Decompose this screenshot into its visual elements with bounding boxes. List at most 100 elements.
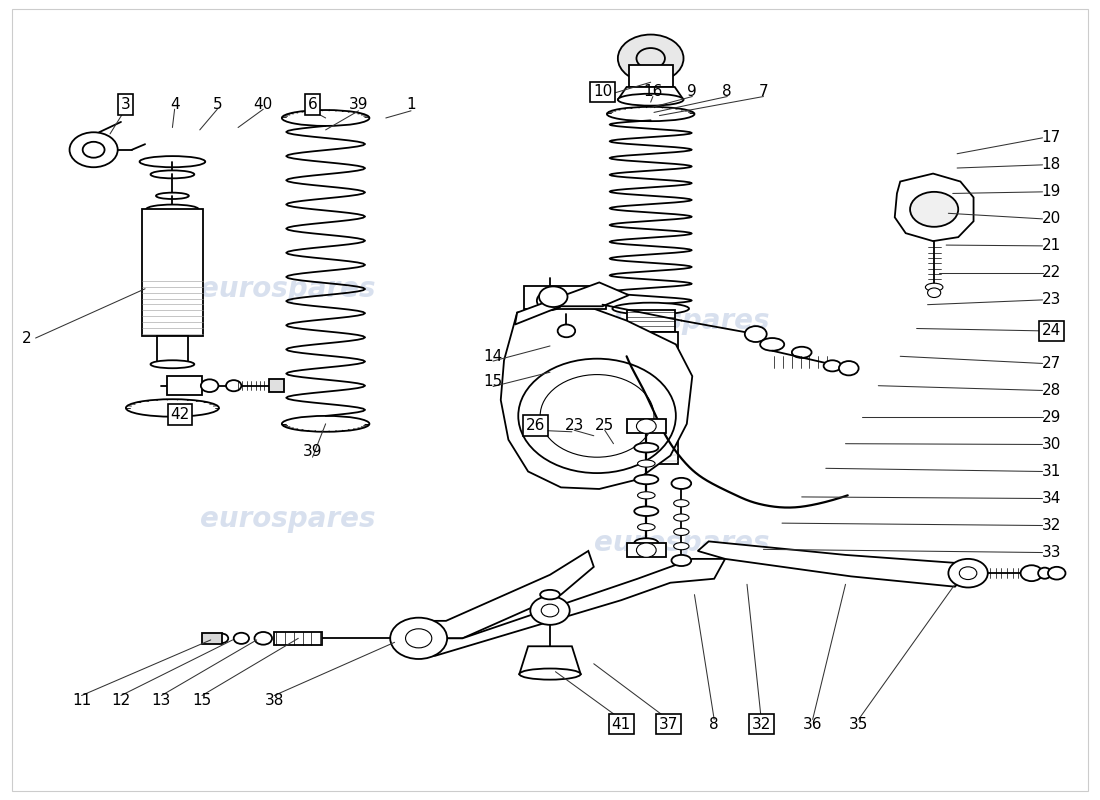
Ellipse shape <box>673 500 689 507</box>
Ellipse shape <box>282 416 370 432</box>
Ellipse shape <box>146 205 199 214</box>
Text: 41: 41 <box>612 717 630 732</box>
Bar <box>627 543 666 558</box>
Ellipse shape <box>216 634 228 643</box>
Text: 14: 14 <box>484 349 503 364</box>
Text: 32: 32 <box>1042 518 1060 533</box>
Circle shape <box>927 288 940 298</box>
Circle shape <box>537 291 563 310</box>
Text: 40: 40 <box>254 97 273 112</box>
Ellipse shape <box>824 360 842 371</box>
Text: 34: 34 <box>1042 491 1060 506</box>
Ellipse shape <box>540 590 560 599</box>
Circle shape <box>948 559 988 587</box>
Text: 11: 11 <box>72 693 91 708</box>
Text: 1: 1 <box>406 97 416 112</box>
Ellipse shape <box>151 360 195 368</box>
Polygon shape <box>419 551 594 638</box>
Text: 16: 16 <box>644 84 662 99</box>
Text: 13: 13 <box>152 693 172 708</box>
Text: 19: 19 <box>1042 184 1060 199</box>
Text: 12: 12 <box>111 693 131 708</box>
Text: 27: 27 <box>1042 356 1060 371</box>
Text: 42: 42 <box>170 406 189 422</box>
Text: 10: 10 <box>593 84 613 99</box>
Text: 39: 39 <box>302 444 322 459</box>
Text: 37: 37 <box>659 717 678 732</box>
Bar <box>627 419 666 434</box>
Polygon shape <box>519 646 581 674</box>
Text: 35: 35 <box>849 717 868 732</box>
Text: 39: 39 <box>349 97 368 112</box>
Ellipse shape <box>613 302 689 314</box>
Text: 30: 30 <box>1042 437 1060 452</box>
Text: 31: 31 <box>1042 464 1060 479</box>
Bar <box>274 632 322 645</box>
Circle shape <box>1021 566 1043 581</box>
Text: 23: 23 <box>564 418 584 433</box>
Ellipse shape <box>638 492 656 499</box>
Circle shape <box>539 286 568 307</box>
Text: 20: 20 <box>1042 211 1060 226</box>
Text: 7: 7 <box>759 84 768 99</box>
Circle shape <box>839 361 859 375</box>
Text: 28: 28 <box>1042 383 1060 398</box>
Ellipse shape <box>233 633 249 644</box>
Circle shape <box>618 34 683 82</box>
Ellipse shape <box>635 506 658 516</box>
Text: 38: 38 <box>264 693 284 708</box>
Ellipse shape <box>254 632 272 645</box>
Bar <box>142 210 204 337</box>
Bar <box>268 379 284 392</box>
Text: 5: 5 <box>212 97 222 112</box>
Ellipse shape <box>673 514 689 521</box>
Ellipse shape <box>638 523 656 530</box>
Ellipse shape <box>282 110 370 126</box>
Ellipse shape <box>673 528 689 535</box>
Text: 2: 2 <box>22 330 32 346</box>
Text: 36: 36 <box>803 717 823 732</box>
Text: 26: 26 <box>526 418 546 433</box>
Text: eurospares: eurospares <box>594 306 769 334</box>
Ellipse shape <box>792 346 812 358</box>
Circle shape <box>518 358 675 473</box>
Ellipse shape <box>671 478 691 489</box>
Text: 21: 21 <box>1042 238 1060 254</box>
Text: eurospares: eurospares <box>199 505 375 533</box>
Ellipse shape <box>635 538 658 548</box>
Text: 15: 15 <box>192 693 211 708</box>
Text: 17: 17 <box>1042 130 1060 146</box>
Ellipse shape <box>673 542 689 550</box>
Text: 3: 3 <box>121 97 130 112</box>
Bar <box>624 333 678 463</box>
Ellipse shape <box>201 379 219 392</box>
Polygon shape <box>500 305 692 489</box>
Text: 4: 4 <box>169 97 179 112</box>
Text: 18: 18 <box>1042 158 1060 172</box>
Text: eurospares: eurospares <box>594 529 769 557</box>
Polygon shape <box>697 542 966 586</box>
Ellipse shape <box>635 443 658 453</box>
Text: 8: 8 <box>710 717 719 732</box>
Ellipse shape <box>1038 568 1052 578</box>
Polygon shape <box>894 174 974 241</box>
Bar <box>524 286 606 310</box>
Bar <box>157 337 188 364</box>
Text: 24: 24 <box>1042 323 1060 338</box>
Circle shape <box>745 326 767 342</box>
Text: 29: 29 <box>1042 410 1060 425</box>
Ellipse shape <box>519 669 581 680</box>
Circle shape <box>530 596 570 625</box>
Text: 22: 22 <box>1042 266 1060 280</box>
Ellipse shape <box>635 474 658 484</box>
Text: 25: 25 <box>595 418 614 433</box>
Circle shape <box>1048 567 1066 579</box>
Circle shape <box>390 618 447 659</box>
Ellipse shape <box>760 338 784 350</box>
Text: 6: 6 <box>308 97 318 112</box>
Polygon shape <box>618 87 683 100</box>
Polygon shape <box>419 559 725 656</box>
Text: 23: 23 <box>1042 292 1060 307</box>
Ellipse shape <box>618 94 683 106</box>
Text: 33: 33 <box>1042 545 1062 560</box>
